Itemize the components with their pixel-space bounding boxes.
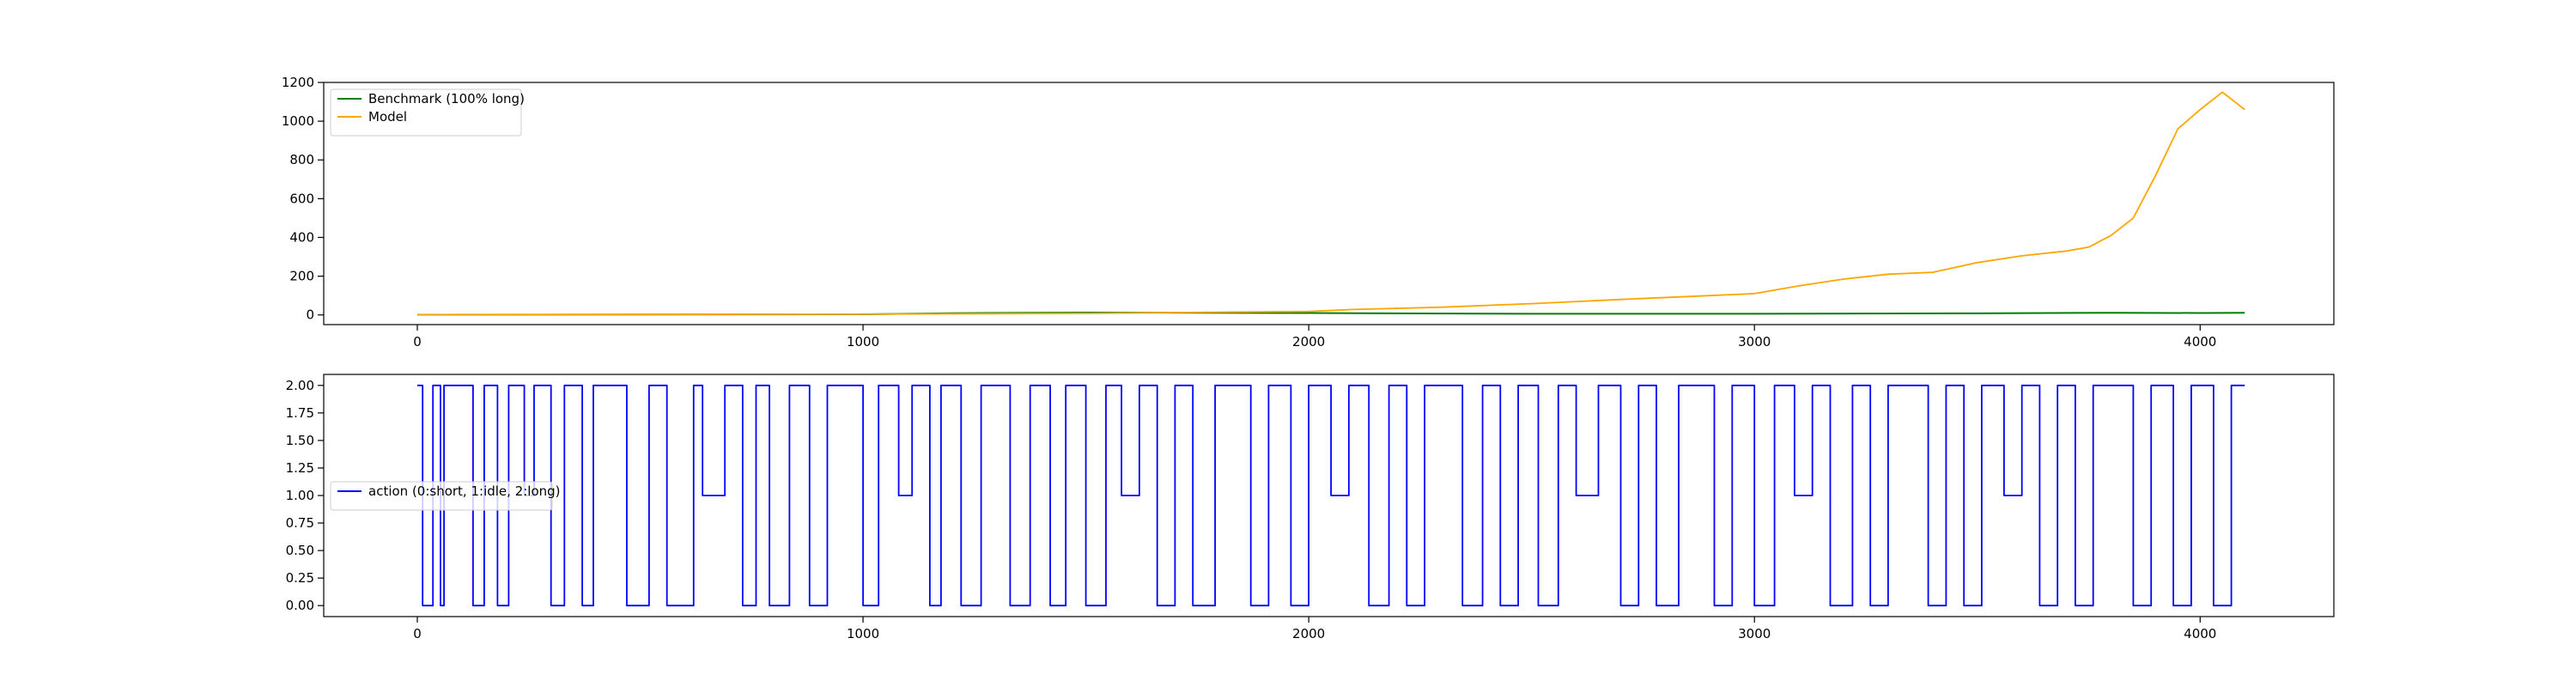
y-tick-label: 1.75 bbox=[286, 405, 314, 421]
x-tick-label: 2000 bbox=[1292, 334, 1325, 350]
y-tick-label: 600 bbox=[289, 191, 314, 206]
x-tick-label: 1000 bbox=[847, 334, 879, 350]
legend-box bbox=[330, 481, 553, 511]
action-chart-panel: 0 1000 2000 3000 4000 0.00 0.25 0.50 0.75 1.00 1.… bbox=[286, 374, 2335, 641]
y-tick-label: 1.50 bbox=[286, 433, 314, 448]
y-tick-label: 0.00 bbox=[286, 598, 314, 613]
y-tick-label: 200 bbox=[289, 269, 314, 284]
y-tick-label: 1000 bbox=[282, 113, 314, 129]
action-legend: action (0:short, 1:idle, 2:long) bbox=[330, 481, 561, 511]
action-series-lines bbox=[417, 384, 2245, 607]
equity-legend: Benchmark (100% long) Model bbox=[330, 88, 525, 137]
y-tick-label: 1.00 bbox=[286, 488, 314, 503]
x-tick-label: 3000 bbox=[1738, 626, 1771, 641]
x-tick-label: 4000 bbox=[2184, 626, 2216, 641]
series-line-action-0-short-1-idle-2-long bbox=[417, 384, 2245, 607]
y-tick-label: 0.75 bbox=[286, 515, 314, 531]
x-tick-label: 3000 bbox=[1738, 334, 1771, 350]
legend-label: Model bbox=[368, 109, 407, 125]
legend-box bbox=[330, 88, 522, 137]
y-tick-label: 1.25 bbox=[286, 460, 314, 476]
y-tick-label: 400 bbox=[289, 229, 314, 245]
legend-label: Benchmark (100% long) bbox=[368, 91, 525, 106]
x-tick-label: 1000 bbox=[847, 626, 879, 641]
y-tick-label: 1200 bbox=[282, 75, 314, 90]
y-tick-label: 800 bbox=[289, 152, 314, 167]
x-tick-label: 4000 bbox=[2184, 334, 2216, 350]
axes-frame bbox=[323, 82, 2335, 325]
y-tick-label: 2.00 bbox=[286, 378, 314, 393]
equity-x-axis: 0 1000 2000 3000 4000 bbox=[413, 325, 2216, 350]
x-tick-label: 0 bbox=[413, 334, 422, 350]
equity-series-lines bbox=[416, 91, 2245, 316]
action-x-axis: 0 1000 2000 3000 4000 bbox=[413, 617, 2216, 641]
y-tick-label: 0.50 bbox=[286, 543, 314, 558]
x-tick-label: 0 bbox=[413, 626, 422, 641]
y-tick-label: 0.25 bbox=[286, 570, 314, 586]
x-tick-label: 2000 bbox=[1292, 626, 1325, 641]
equity-plot-area bbox=[323, 82, 2335, 325]
series-line-model bbox=[416, 91, 2245, 316]
y-tick-label: 0 bbox=[306, 307, 314, 323]
legend-label: action (0:short, 1:idle, 2:long) bbox=[368, 483, 561, 499]
equity-chart-panel: 0 1000 2000 3000 4000 020040060080010001200 … bbox=[282, 75, 2335, 350]
action-y-axis: 0.00 0.25 0.50 0.75 1.00 1.25 1.50 1.75 2.00 bbox=[286, 378, 324, 613]
equity-y-axis: 0 200 400 600 800 1000 1200 bbox=[282, 75, 324, 323]
